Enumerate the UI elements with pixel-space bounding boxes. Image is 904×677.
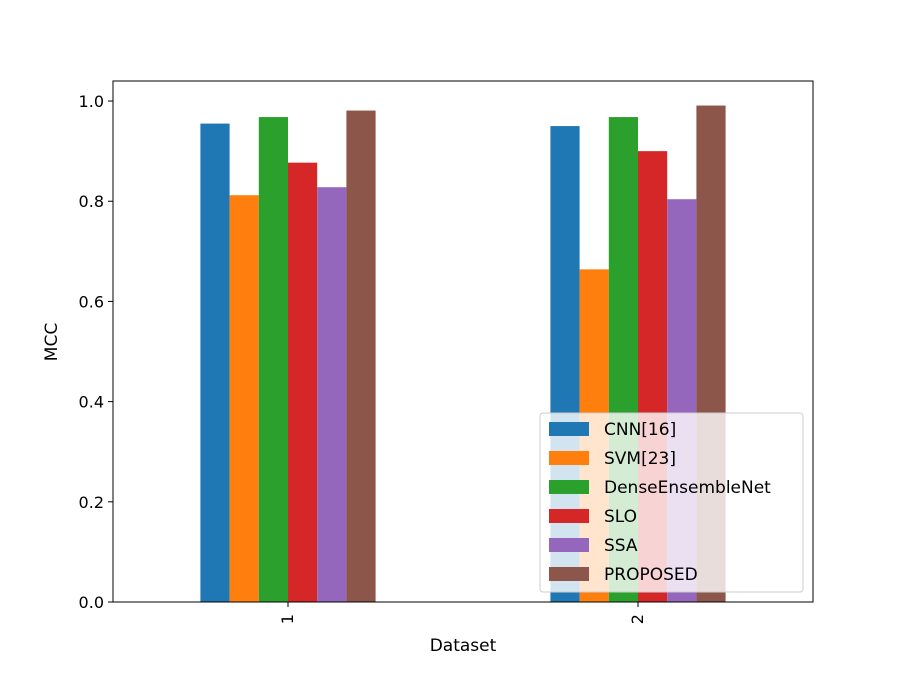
legend: CNN[16] SVM[23] DenseEnsembleNet SLO SSA PROP… (539, 412, 804, 593)
bar (288, 162, 318, 602)
legend-swatch (549, 538, 589, 552)
legend-label: DenseEnsembleNet (604, 478, 771, 498)
y-tick-label: 0.2 (79, 493, 104, 512)
legend-swatch (549, 567, 589, 581)
bar (317, 187, 347, 602)
legend-label: SSA (604, 536, 638, 556)
y-axis-label: MCC (42, 323, 62, 361)
legend-box (539, 412, 804, 593)
legend-label: PROPOSED (604, 565, 698, 585)
plot-frame (112, 80, 814, 603)
bar (258, 117, 288, 603)
bar (229, 195, 259, 602)
bar (200, 123, 230, 603)
y-tick-label: 0.0 (79, 593, 104, 612)
legend-swatch (549, 451, 589, 465)
x-tick-label: 1 (278, 614, 297, 624)
y-tick-label: 0.4 (79, 393, 104, 412)
legend-swatch (549, 509, 589, 523)
y-tick-label: 0.8 (79, 192, 104, 211)
x-tick-label: 2 (628, 614, 647, 624)
y-tick-label: 1.0 (79, 92, 104, 111)
bar (346, 110, 376, 602)
legend-swatch (549, 480, 589, 494)
legend-label: SLO (604, 507, 637, 527)
legend-swatch (549, 422, 589, 436)
legend-label: CNN[16] (604, 420, 676, 440)
y-axis-ticks: 0.0 0.2 0.4 0.6 0.8 1.0 (79, 92, 113, 612)
x-axis-label: Dataset (430, 636, 497, 656)
y-tick-label: 0.6 (79, 292, 104, 311)
legend-label: SVM[23] (604, 449, 676, 469)
